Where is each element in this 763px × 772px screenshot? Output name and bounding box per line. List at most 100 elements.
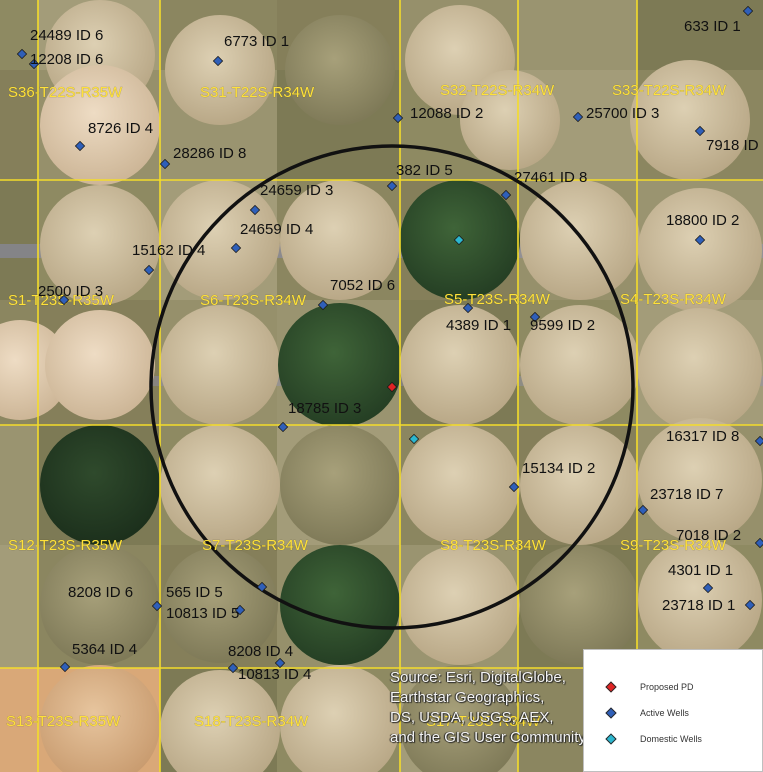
active-well-marker[interactable] bbox=[317, 299, 329, 311]
active-well-marker[interactable] bbox=[754, 435, 763, 447]
well-label: 4389 ID 1 bbox=[446, 317, 511, 334]
legend-label-active: Active Wells bbox=[640, 708, 689, 718]
active-well-marker[interactable] bbox=[754, 537, 763, 549]
legend-item-domestic: Domestic Wells bbox=[584, 731, 702, 747]
section-label: S5-T23S-R34W bbox=[444, 291, 551, 308]
active-well-marker[interactable] bbox=[274, 657, 286, 669]
well-label: 18785 ID 3 bbox=[288, 400, 361, 417]
active-well-marker[interactable] bbox=[462, 302, 474, 314]
section-label: S18-T23S-R34W bbox=[194, 713, 309, 730]
active-well-marker[interactable] bbox=[249, 204, 261, 216]
active-well-marker[interactable] bbox=[572, 111, 584, 123]
active-well-marker[interactable] bbox=[529, 311, 541, 323]
active-well-marker[interactable] bbox=[28, 58, 40, 70]
active-diamond-icon bbox=[605, 707, 617, 719]
map-legend: Proposed PD Active Wells Domestic Wells bbox=[583, 649, 763, 772]
active-well-marker[interactable] bbox=[694, 234, 706, 246]
crop-circle bbox=[40, 425, 160, 545]
domestic-diamond-icon bbox=[605, 733, 617, 745]
imagery-block bbox=[0, 180, 38, 300]
legend-label-proposed: Proposed PD bbox=[640, 682, 694, 692]
well-label: 6773 ID 1 bbox=[224, 33, 289, 50]
well-label: 8726 ID 4 bbox=[88, 120, 153, 137]
legend-item-proposed: Proposed PD bbox=[584, 679, 694, 695]
imagery-block bbox=[0, 70, 38, 180]
active-well-marker[interactable] bbox=[227, 662, 239, 674]
active-well-marker[interactable] bbox=[230, 242, 242, 254]
crop-circle bbox=[285, 15, 395, 125]
well-label: 8208 ID 6 bbox=[68, 584, 133, 601]
imagery-block bbox=[0, 0, 38, 70]
section-label: S33-T22S-R34W bbox=[612, 82, 727, 99]
active-well-marker[interactable] bbox=[256, 581, 268, 593]
active-well-marker[interactable] bbox=[159, 158, 171, 170]
well-label: 565 ID 5 bbox=[166, 584, 223, 601]
crop-circle bbox=[638, 308, 762, 432]
section-label: S7-T23S-R34W bbox=[202, 537, 309, 554]
proposed-well-marker[interactable] bbox=[386, 381, 398, 393]
crop-circle bbox=[40, 65, 160, 185]
active-well-marker[interactable] bbox=[59, 661, 71, 673]
section-label: S9-T23S-R34W bbox=[620, 537, 727, 554]
imagery-attribution: Source: Esri, DigitalGlobe, Earthstar Ge… bbox=[390, 669, 586, 746]
active-well-marker[interactable] bbox=[58, 294, 70, 306]
active-well-marker[interactable] bbox=[143, 264, 155, 276]
well-label: 15162 ID 4 bbox=[132, 242, 205, 259]
section-label: S6-T23S-R34W bbox=[200, 292, 307, 309]
well-label: 24659 ID 3 bbox=[260, 182, 333, 199]
section-label: S8-T23S-R34W bbox=[440, 537, 547, 554]
crop-circle bbox=[40, 665, 160, 772]
active-well-marker[interactable] bbox=[74, 140, 86, 152]
buffer-circle bbox=[149, 144, 635, 630]
active-well-marker[interactable] bbox=[392, 112, 404, 124]
active-well-marker[interactable] bbox=[500, 189, 512, 201]
active-well-marker[interactable] bbox=[702, 582, 714, 594]
well-label: 18800 ID 2 bbox=[666, 212, 739, 229]
section-labels: S36-T22S-R35W S31-T22S-R34W S32-T22S-R34W S… bbox=[6, 82, 728, 731]
well-label: 7918 ID 5 bbox=[706, 137, 763, 154]
domestic-well-marker[interactable] bbox=[453, 234, 465, 246]
active-well-marker[interactable] bbox=[16, 48, 28, 60]
proposed-diamond-icon bbox=[605, 681, 617, 693]
active-well-marker[interactable] bbox=[637, 504, 649, 516]
well-label: 15134 ID 2 bbox=[522, 460, 595, 477]
crop-circle bbox=[400, 425, 520, 545]
crop-circle bbox=[280, 425, 400, 545]
crop-circle bbox=[40, 545, 160, 665]
active-well-marker[interactable] bbox=[151, 600, 163, 612]
well-label: 10813 ID 4 bbox=[238, 666, 311, 683]
active-well-marker[interactable] bbox=[212, 55, 224, 67]
active-well-marker[interactable] bbox=[744, 599, 756, 611]
crop-circle bbox=[400, 305, 520, 425]
active-well-marker[interactable] bbox=[277, 421, 289, 433]
crop-circle bbox=[638, 418, 762, 542]
active-well-marker[interactable] bbox=[508, 481, 520, 493]
active-well-marker[interactable] bbox=[234, 604, 246, 616]
section-label: S13-T23S-R35W bbox=[6, 713, 121, 730]
crop-circle bbox=[460, 70, 560, 170]
section-label: S17-T23S-R34W bbox=[426, 713, 541, 730]
active-well-marker[interactable] bbox=[386, 180, 398, 192]
legend-label-domestic: Domestic Wells bbox=[640, 734, 702, 744]
crop-circle bbox=[162, 547, 278, 663]
crop-circle bbox=[40, 185, 160, 305]
crop-circle bbox=[160, 425, 280, 545]
active-well-marker[interactable] bbox=[742, 5, 754, 17]
crop-circle bbox=[280, 180, 400, 300]
crop-circle bbox=[630, 60, 750, 180]
well-label: 10813 ID 5 bbox=[166, 605, 239, 622]
crop-circle bbox=[400, 545, 520, 665]
well-label: 23718 ID 7 bbox=[650, 486, 723, 503]
well-label: 4301 ID 1 bbox=[668, 562, 733, 579]
crop-circle bbox=[280, 665, 400, 772]
crop-circle bbox=[400, 665, 520, 772]
crop-circle bbox=[638, 538, 762, 662]
domestic-well-marker[interactable] bbox=[408, 433, 420, 445]
active-well-marker[interactable] bbox=[694, 125, 706, 137]
well-label: 12208 ID 6 bbox=[30, 51, 103, 68]
imagery-block bbox=[637, 0, 763, 70]
well-label: 7018 ID 2 bbox=[676, 527, 741, 544]
